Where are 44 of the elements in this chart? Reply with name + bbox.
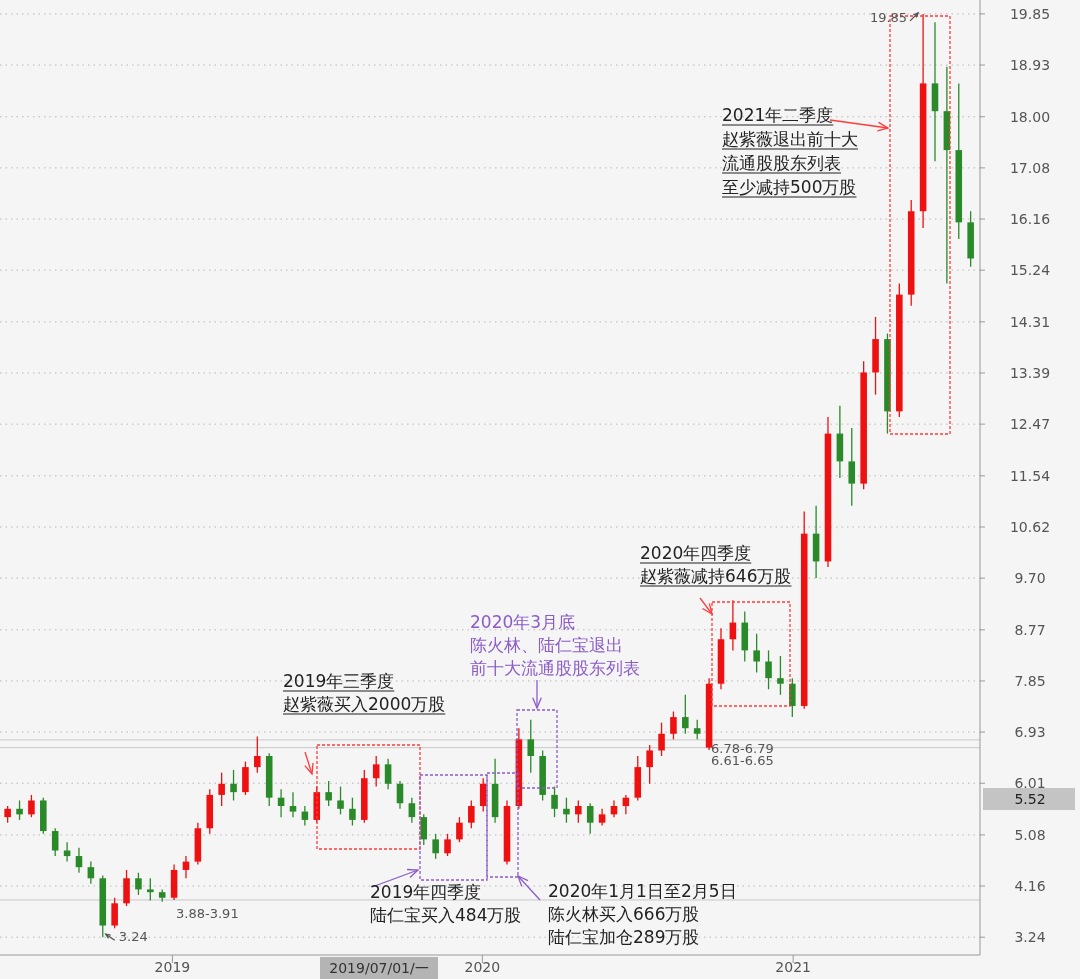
y-tick-label: 17.08 bbox=[1009, 159, 1051, 176]
annotation: 2020年四季度 bbox=[639, 543, 752, 564]
y-tick-label: 7.85 bbox=[1014, 672, 1046, 689]
annotation: 陆仁宝加仓289万股 bbox=[548, 927, 700, 947]
x-tick-label: 2019 bbox=[154, 959, 191, 975]
annotation: 赵紫薇减持646万股 bbox=[639, 566, 793, 587]
y-tick-label: 5.08 bbox=[1014, 826, 1046, 843]
y-tick-label: 14.31 bbox=[1009, 313, 1051, 330]
y-tick-label: 18.93 bbox=[1009, 57, 1051, 74]
annotation: 2020年3月底 bbox=[470, 612, 576, 632]
y-tick-label: 18.00 bbox=[1009, 108, 1051, 125]
annotation: 3.24 bbox=[104, 929, 148, 945]
y-tick-label: 9.70 bbox=[1014, 570, 1046, 587]
annotation: 陈火林买入666万股 bbox=[548, 904, 700, 924]
annotation: 2021年二季度 bbox=[721, 105, 834, 126]
annotation: 陆仁宝买入484万股 bbox=[370, 905, 522, 925]
annotation: 2019/07/01/一 bbox=[320, 957, 438, 979]
annotation: 3.88-3.91 bbox=[176, 905, 239, 921]
annotation: 赵紫薇买入2000万股 bbox=[282, 694, 446, 715]
y-tick-label: 13.39 bbox=[1009, 364, 1051, 381]
x-tick-label: 2021 bbox=[775, 959, 811, 975]
y-tick-label: 3.24 bbox=[1014, 929, 1046, 946]
y-tick-label: 15.24 bbox=[1009, 262, 1051, 279]
annotation: 流通股股东列表 bbox=[721, 153, 842, 174]
y-tick-label: 16.16 bbox=[1009, 211, 1051, 228]
y-tick-label: 6.93 bbox=[1014, 724, 1046, 741]
annotation: 2019年四季度 bbox=[370, 882, 482, 902]
y-tick-label: 4.16 bbox=[1014, 878, 1046, 895]
y-tick-label: 8.77 bbox=[1014, 621, 1046, 638]
annotation: 至少减持500万股 bbox=[721, 177, 858, 198]
y-tick-label: 19.85 bbox=[1009, 5, 1051, 22]
y-tick-label: 12.47 bbox=[1009, 416, 1051, 433]
annotation: 3.24 bbox=[118, 929, 148, 945]
annotation: 陈火林、陆仁宝退出 bbox=[470, 635, 623, 655]
x-tick-label: 2020 bbox=[464, 959, 501, 975]
annotation: 19.85 bbox=[869, 9, 908, 25]
annotation: 2020年1月1日至2月5日 bbox=[548, 881, 737, 901]
annotation: 赵紫薇退出前十大 bbox=[721, 129, 859, 150]
annotation: 5.52 bbox=[983, 788, 1075, 810]
annotation: 2019年三季度 bbox=[282, 671, 395, 692]
y-tick-label: 11.54 bbox=[1009, 467, 1051, 484]
y-tick-label: 10.62 bbox=[1009, 518, 1051, 535]
annotation: 19.85 bbox=[869, 9, 920, 25]
annotation: 前十大流通股股东列表 bbox=[470, 658, 640, 678]
